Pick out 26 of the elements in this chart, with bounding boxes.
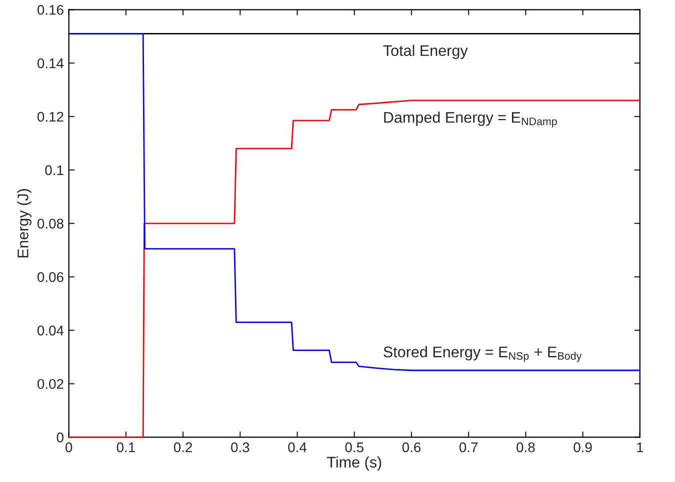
x-tick-label: 0.4 — [288, 442, 307, 452]
line-series — [68, 32, 641, 372]
series-label: Damped Energy = E$_{NDamp}$ — [384, 112, 557, 128]
y-tick-label: 0.16 — [38, 4, 64, 15]
y-tick-label: 0.12 — [38, 112, 64, 122]
y-axis-title: Energy (J) — [17, 189, 32, 258]
x-tick-label: 0.5 — [345, 442, 364, 452]
x-tick-label: 0.3 — [231, 442, 250, 452]
x-tick-label: 1 — [637, 442, 644, 452]
x-tick-label: 0 — [66, 442, 72, 452]
y-tick-label: 0.08 — [38, 218, 64, 229]
x-tick-label: 0.9 — [574, 442, 592, 452]
y-tick-label: 0 — [56, 432, 64, 442]
y-tick-label: 0.04 — [38, 326, 64, 336]
x-axis-title: Time (s) — [327, 456, 382, 471]
y-tick-label: 0.1 — [45, 165, 64, 176]
series-label: Total Energy — [383, 44, 468, 60]
x-tick-label: 0.6 — [402, 442, 421, 452]
y-tick-label: 0.06 — [38, 272, 64, 282]
x-tick-label: 0.8 — [516, 442, 535, 452]
y-tick-label: 0.02 — [38, 379, 64, 389]
x-tick-label: 0.2 — [174, 442, 192, 452]
series-label: Stored Energy = E$_{NSp}$ + E$_{Body}$ — [384, 346, 582, 362]
x-tick-label: 0.7 — [459, 442, 478, 452]
x-tick-label: 0.1 — [116, 442, 135, 452]
y-tick-label: 0.14 — [38, 58, 64, 68]
